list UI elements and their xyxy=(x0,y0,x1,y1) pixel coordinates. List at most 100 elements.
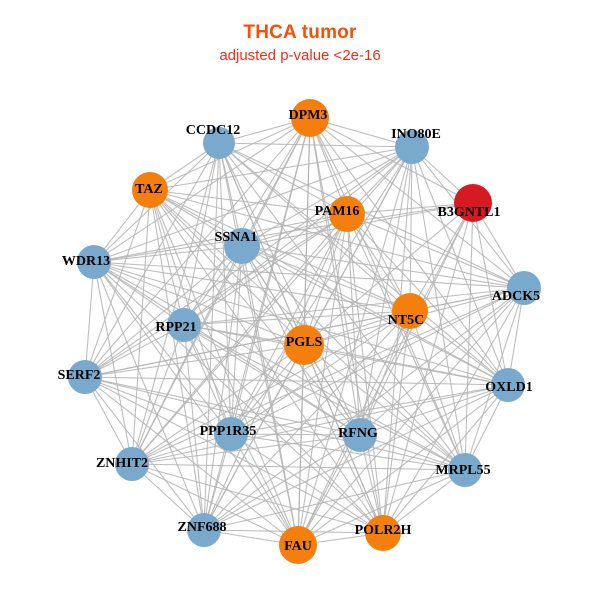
network-edge xyxy=(84,310,411,378)
network-node-b3gntl1[interactable] xyxy=(454,184,492,222)
network-edge xyxy=(149,146,413,191)
network-edge xyxy=(93,261,232,435)
network-edge xyxy=(84,117,311,378)
network-edge xyxy=(241,245,509,386)
network-edge xyxy=(93,245,243,263)
network-edge xyxy=(230,384,509,435)
network-edge xyxy=(203,245,243,531)
network-edge xyxy=(309,117,525,289)
network-edge xyxy=(218,142,348,215)
network-edge xyxy=(230,245,243,435)
network-edge xyxy=(93,261,133,465)
network-edge xyxy=(346,213,361,436)
network-edge xyxy=(183,324,509,386)
network-node-ssna1[interactable] xyxy=(224,228,260,264)
network-node-dpm3[interactable] xyxy=(291,99,329,137)
network-edge xyxy=(84,344,305,378)
network-edge xyxy=(93,213,348,263)
network-edge xyxy=(297,202,474,546)
network-edge xyxy=(183,324,205,531)
network-edge xyxy=(382,310,411,534)
network-edge xyxy=(409,310,466,471)
network-edge xyxy=(84,261,95,378)
network-edge xyxy=(84,376,509,386)
network-edge xyxy=(409,146,413,312)
network-edge xyxy=(241,245,525,289)
network-edge xyxy=(218,142,413,148)
network-node-rpp21[interactable] xyxy=(167,308,201,342)
network-node-pam16[interactable] xyxy=(329,196,365,232)
network-edge xyxy=(93,261,299,546)
network-edge xyxy=(309,117,466,471)
network-node-serf2[interactable] xyxy=(68,360,102,394)
network-edge xyxy=(230,433,384,534)
network-edge xyxy=(149,189,525,289)
network-node-polr2h[interactable] xyxy=(365,515,401,551)
network-edge xyxy=(183,324,384,534)
network-edge xyxy=(218,142,299,546)
network-node-znhit2[interactable] xyxy=(115,447,149,481)
network-node-ccdc12[interactable] xyxy=(203,127,235,159)
network-edge xyxy=(183,324,466,471)
network-edge xyxy=(230,213,348,435)
network-edge xyxy=(346,213,384,534)
network-edge xyxy=(93,261,411,312)
network-node-nt5c[interactable] xyxy=(392,293,428,329)
network-node-fau[interactable] xyxy=(279,526,317,564)
network-edge xyxy=(131,287,525,465)
network-edge xyxy=(84,213,348,378)
network-edge xyxy=(131,434,361,465)
network-edge xyxy=(218,142,466,471)
network-edge xyxy=(346,213,525,289)
network-edge xyxy=(183,287,525,326)
network-edge xyxy=(131,463,466,471)
network-node-taz[interactable] xyxy=(132,172,168,208)
network-node-znf688[interactable] xyxy=(187,513,221,547)
network-node-wdr13[interactable] xyxy=(77,245,111,279)
network-edge xyxy=(411,146,509,386)
network-edge xyxy=(131,463,384,534)
network-edge xyxy=(203,469,466,531)
network-edge xyxy=(84,376,466,471)
network-edge xyxy=(411,146,466,471)
network-edge xyxy=(183,142,220,326)
network-edge xyxy=(303,344,509,386)
network-edge xyxy=(464,202,474,471)
network-edge xyxy=(409,202,474,312)
network-edge xyxy=(409,310,509,386)
network-edge xyxy=(303,213,348,346)
network-edge xyxy=(359,146,413,436)
network-edge xyxy=(93,261,384,534)
network-edge xyxy=(297,384,509,546)
network-edge xyxy=(93,202,474,263)
network-edge xyxy=(241,245,299,546)
network-edge xyxy=(230,433,466,471)
network-edge xyxy=(218,142,232,435)
network-edge xyxy=(203,287,525,531)
network-edge xyxy=(241,245,384,534)
network-node-ppp1r35[interactable] xyxy=(214,417,248,451)
network-node-ino80e[interactable] xyxy=(395,130,429,164)
network-edge xyxy=(93,261,205,531)
network-node-pgls[interactable] xyxy=(284,325,324,365)
network-edge xyxy=(382,384,509,534)
network-edge xyxy=(230,433,361,436)
network-edge xyxy=(346,213,509,386)
network-edge xyxy=(218,142,525,289)
network-edge xyxy=(241,245,466,471)
network-edge xyxy=(309,117,384,534)
network-edge xyxy=(303,344,466,471)
network-edge xyxy=(131,310,411,465)
network-edge xyxy=(183,117,311,326)
network-node-adck5[interactable] xyxy=(507,271,541,305)
network-node-rfng[interactable] xyxy=(343,418,377,452)
network-edge xyxy=(303,202,474,346)
network-edge xyxy=(346,202,474,215)
network-edge xyxy=(149,189,509,386)
network-node-mrpl55[interactable] xyxy=(448,453,482,487)
network-edge xyxy=(203,434,361,531)
network-node-oxld1[interactable] xyxy=(491,368,525,402)
network-edge xyxy=(218,142,361,436)
